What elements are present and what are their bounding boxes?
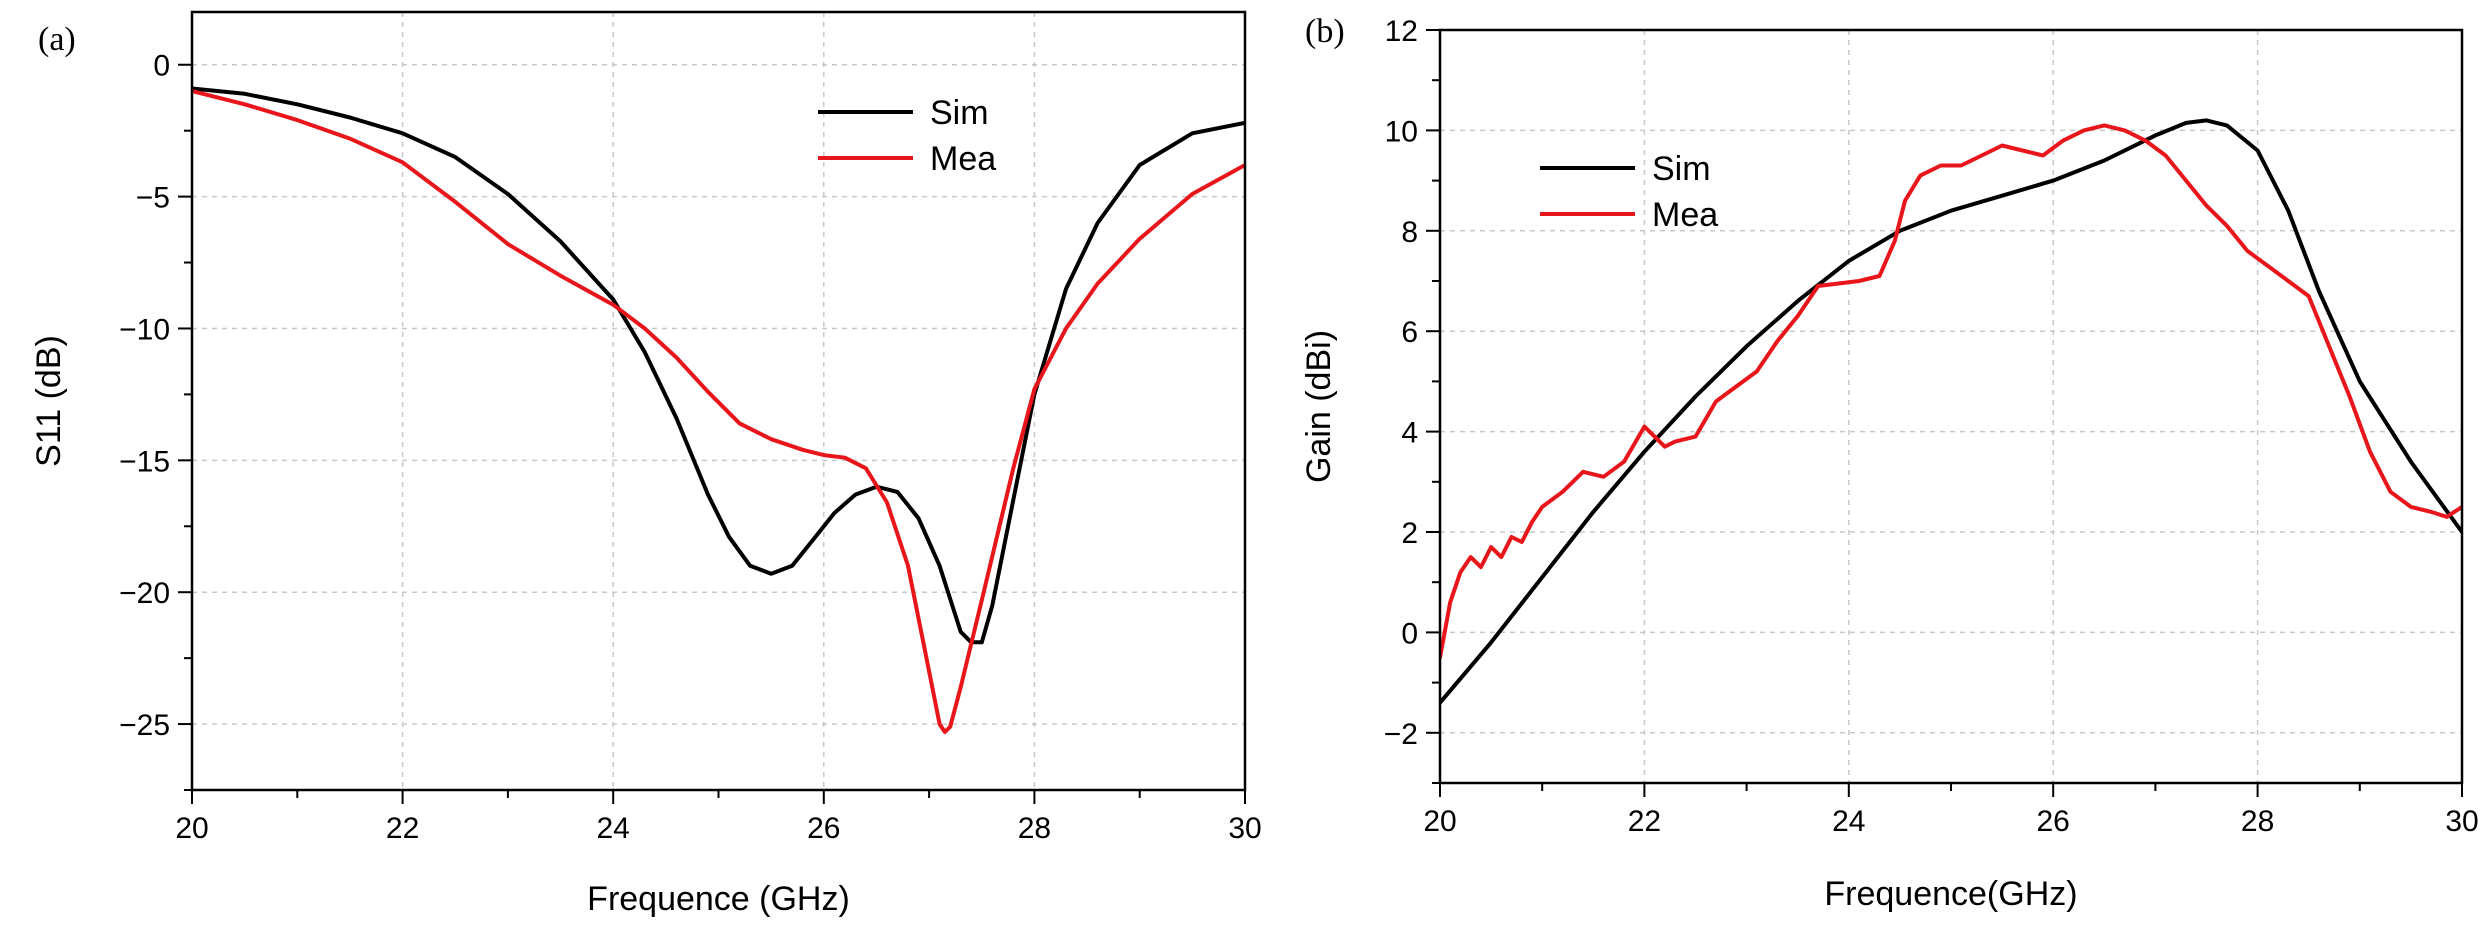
series-group <box>1440 118 2462 705</box>
y-tick-label: 6 <box>1401 316 1418 349</box>
panel-label: (b) <box>1305 13 1345 50</box>
x-tick-label: 24 <box>597 812 630 845</box>
legend-label-sim: Sim <box>930 94 989 132</box>
y-tick-label: 8 <box>1401 216 1418 249</box>
y-axis-label: S11 (dB) <box>30 335 68 467</box>
x-tick-label: 30 <box>1228 812 1261 845</box>
y-tick-label: −20 <box>119 577 170 610</box>
x-axis-label: Frequence (GHz) <box>587 880 850 918</box>
y-tick-label: 2 <box>1401 517 1418 550</box>
x-tick-label: 20 <box>1423 805 1456 838</box>
y-tick-label: 10 <box>1385 115 1418 148</box>
y-tick-label: 12 <box>1385 15 1418 48</box>
series-group <box>192 86 1245 734</box>
x-tick-label: 28 <box>2241 805 2274 838</box>
chart-panel-0: (a) 20 22 24 26 28 30 0 −5 −10 −15 −20 −25 Frequence … <box>30 10 1262 918</box>
legend-label-mea: Mea <box>1652 196 1718 234</box>
x-tick-label: 22 <box>1628 805 1661 838</box>
y-tick-label: 4 <box>1401 417 1418 450</box>
y-tick-label: 0 <box>153 50 170 83</box>
series-line-sim <box>1440 118 2462 705</box>
legend: Sim Mea <box>1540 150 1718 234</box>
x-tick-label: 26 <box>2037 805 2070 838</box>
x-tick-label: 22 <box>386 812 419 845</box>
x-tick-label: 30 <box>2445 805 2478 838</box>
legend-label-sim: Sim <box>1652 150 1711 188</box>
y-tick-label: −5 <box>136 182 170 215</box>
plot-frame <box>190 10 1247 792</box>
series-line-mea <box>1440 123 2462 660</box>
y-tick-label: −15 <box>119 445 170 478</box>
series-line-mea <box>192 89 1245 734</box>
y-tick-label: −10 <box>119 313 170 346</box>
y-tick-label: −2 <box>1384 718 1418 751</box>
panel-label: (a) <box>38 21 76 58</box>
y-tick-label: −25 <box>119 709 170 742</box>
legend-label-mea: Mea <box>930 140 996 178</box>
series-line-sim <box>192 86 1245 645</box>
plot-frame <box>1438 28 2464 785</box>
chart-panel-1: (b)20 22 24 26 28 30−2024681012Frequence(GHz)… <box>1300 13 2479 913</box>
x-axis-label: Frequence(GHz) <box>1824 875 2077 913</box>
x-tick-label: 28 <box>1018 812 1051 845</box>
x-tick-label: 20 <box>175 812 208 845</box>
y-tick-label: 0 <box>1401 617 1418 650</box>
x-tick-label: 26 <box>807 812 840 845</box>
x-tick-label: 24 <box>1832 805 1865 838</box>
y-axis-label: Gain (dBi) <box>1300 330 1338 483</box>
legend: Sim Mea <box>818 94 996 178</box>
